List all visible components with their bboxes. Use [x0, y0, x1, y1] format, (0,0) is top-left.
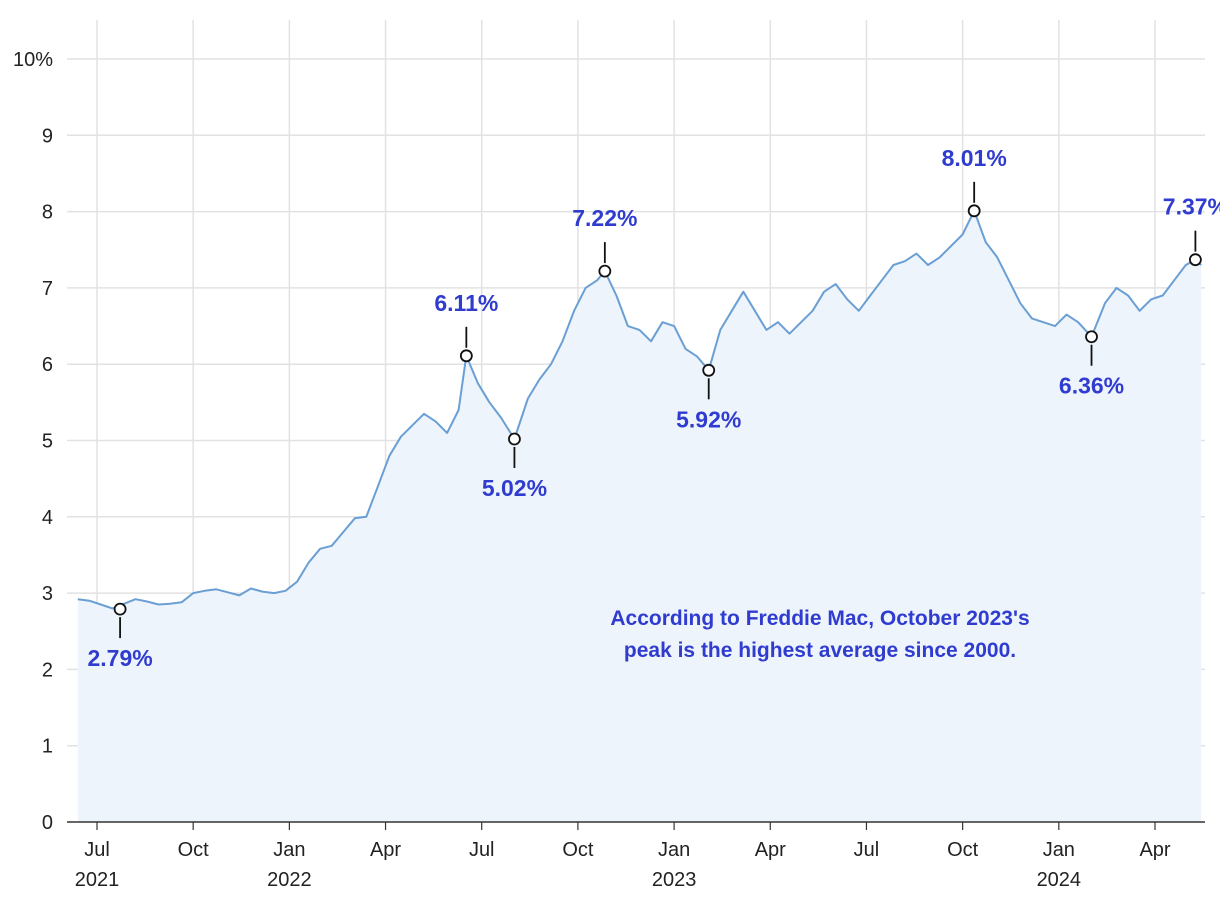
- x-tick-label-3: Apr: [370, 839, 401, 861]
- annotations: 2.79% 6.11% 5.02% 7.22% 5.92% 8.01% 6.36% 7.37%: [87, 145, 1220, 671]
- x-tick-label-10: Jan: [1043, 839, 1075, 861]
- annotation-label: 2.79%: [87, 645, 152, 671]
- annotation-marker: [113, 602, 127, 616]
- y-tick-label-8: 8: [42, 202, 53, 224]
- y-tick-label-0: 0: [42, 812, 53, 834]
- annotation-2.79pct: 2.79%: [87, 602, 153, 671]
- annotation-5.02pct: 5.02%: [482, 432, 547, 501]
- x-tick-label-5: Oct: [562, 839, 594, 861]
- annotation-label: 5.92%: [676, 406, 741, 432]
- y-tick-label-2: 2: [42, 659, 53, 681]
- annotation-label: 6.36%: [1059, 373, 1124, 399]
- area-layer: [77, 210, 1202, 823]
- y-tick-label-1: 1: [42, 736, 53, 758]
- annotation-label: 5.02%: [482, 475, 547, 501]
- annotation-marker: [1188, 253, 1202, 267]
- x-tick-label-9: Oct: [947, 839, 979, 861]
- chart-note: According to Freddie Mac, October 2023's…: [610, 607, 1029, 662]
- y-tick-label-7: 7: [42, 278, 53, 300]
- annotation-marker: [459, 349, 473, 363]
- series-area-0: [77, 210, 1202, 823]
- y-tick-label-4: 4: [42, 507, 53, 529]
- axes: 0 1 2 3 4 5 6 7 8 9 10% Jul 2021 Oct Jan 2022 Apr Jul Oct J…: [13, 49, 1205, 891]
- x-year-label-2022: 2022: [267, 869, 312, 891]
- x-tick-label-1: Oct: [178, 839, 210, 861]
- annotation-8.01pct: 8.01%: [942, 145, 1007, 218]
- y-tick-label-3: 3: [42, 583, 53, 605]
- x-tick-label-6: Jan: [658, 839, 690, 861]
- y-tick-label-10: 10%: [13, 49, 53, 71]
- y-tick-label-6: 6: [42, 354, 53, 376]
- annotation-marker: [508, 432, 521, 446]
- y-tick-label-5: 5: [42, 431, 53, 453]
- annotation-6.11pct: 6.11%: [434, 290, 498, 363]
- x-year-label-2023: 2023: [652, 869, 697, 891]
- note-line-2: peak is the highest average since 2000.: [624, 639, 1016, 662]
- series-line-0: [77, 209, 1202, 610]
- annotation-label: 7.22%: [572, 205, 637, 231]
- x-year-label-2021: 2021: [75, 869, 120, 891]
- line-layer: [77, 209, 1202, 610]
- annotation-label: 6.11%: [434, 290, 498, 316]
- x-tick-label-8: Jul: [854, 839, 880, 861]
- annotation-marker: [1085, 330, 1098, 344]
- x-tick-label-4: Jul: [469, 839, 495, 861]
- x-year-label-2024: 2024: [1037, 869, 1082, 891]
- annotation-7.37pct: 7.37%: [1163, 194, 1220, 267]
- x-tick-label-11: Apr: [1139, 839, 1170, 861]
- x-tick-label-0: Jul: [84, 839, 110, 861]
- annotation-7.22pct: 7.22%: [572, 205, 637, 278]
- y-tick-label-9: 9: [42, 125, 53, 147]
- note-line-1: According to Freddie Mac, October 2023's: [610, 607, 1029, 630]
- annotation-label: 7.37%: [1163, 194, 1220, 220]
- annotation-marker: [967, 204, 981, 218]
- annotation-marker: [598, 264, 612, 278]
- annotation-marker: [702, 363, 716, 377]
- x-tick-label-2: Jan: [273, 839, 305, 861]
- annotation-label: 8.01%: [942, 145, 1007, 171]
- x-tick-label-7: Apr: [755, 839, 786, 861]
- annotation-5.92pct: 5.92%: [676, 363, 741, 432]
- annotation-6.36pct: 6.36%: [1059, 330, 1124, 399]
